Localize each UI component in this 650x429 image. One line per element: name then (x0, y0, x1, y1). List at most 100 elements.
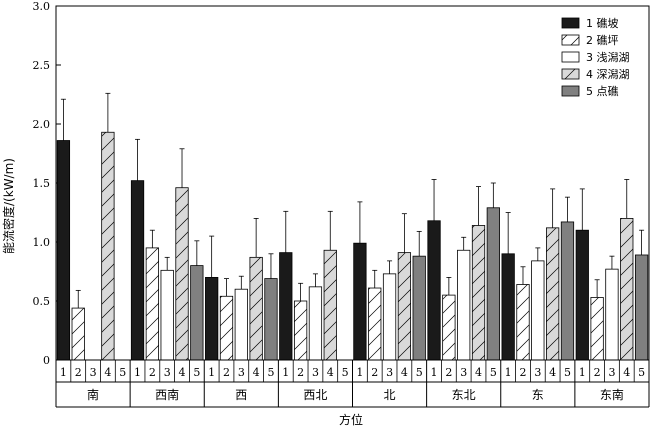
bar (249, 256, 263, 361)
bar (442, 294, 456, 361)
bar (590, 297, 604, 361)
x-sub-label: 2 (149, 366, 156, 379)
legend-label: 4 深潟湖 (586, 68, 630, 81)
x-sub-label: 3 (460, 366, 467, 379)
bar (205, 276, 219, 361)
bar (293, 300, 308, 361)
bar (427, 220, 441, 361)
x-sub-label: 3 (608, 366, 615, 379)
x-group-label: 西南 (155, 387, 179, 402)
x-sub-label: 5 (564, 366, 571, 379)
x-sub-label: 5 (416, 366, 423, 379)
x-sub-label: 3 (534, 366, 541, 379)
y-axis-title: 能流密度/(kW/m) (1, 158, 16, 254)
x-sub-label: 4 (623, 366, 630, 379)
x-axis-title: 方位 (339, 412, 363, 427)
x-sub-label: 3 (312, 366, 319, 379)
bar (516, 284, 530, 361)
legend-label: 5 点礁 (586, 84, 619, 98)
y-tick-label: 1.0 (33, 236, 51, 249)
x-group-label: 东南 (600, 387, 624, 402)
bar (175, 187, 189, 361)
x-sub-label: 2 (519, 366, 526, 379)
x-sub-label: 4 (253, 366, 260, 379)
error-bars (60, 92, 645, 309)
y-tick-label: 2.0 (33, 118, 51, 131)
bar (71, 307, 85, 361)
x-sub-label: 1 (282, 366, 289, 379)
bar (56, 140, 71, 361)
x-sub-label: 4 (179, 366, 186, 379)
x-sub-label: 5 (638, 366, 645, 379)
x-sub-label: 3 (90, 366, 97, 379)
x-sub-label: 2 (223, 366, 230, 379)
x-sub-label: 1 (208, 366, 215, 379)
plot-border (55, 5, 650, 361)
x-sub-label: 5 (342, 366, 349, 379)
bar (486, 207, 500, 361)
x-sub-label: 1 (579, 366, 586, 379)
x-group-label: 北 (384, 388, 396, 402)
x-sub-label: 2 (371, 366, 378, 379)
x-sub-label: 5 (193, 366, 200, 379)
legend-swatch (561, 68, 580, 80)
x-sub-label: 1 (505, 366, 512, 379)
legend-swatch (561, 51, 580, 63)
y-axis: 0 0.5 1.0 1.5 2.0 2.5 3.0 (33, 0, 61, 367)
legend-label: 1 礁坡 (586, 16, 619, 30)
bar (605, 268, 619, 361)
x-group-label: 南 (87, 387, 99, 402)
bar (382, 273, 397, 361)
bar (368, 287, 382, 361)
x-sub-label: 5 (119, 366, 126, 379)
legend-swatch (561, 85, 580, 97)
bars (56, 131, 649, 361)
bar (575, 229, 589, 361)
bar (219, 295, 234, 361)
x-group-label: 东北 (452, 388, 476, 402)
x-group-label: 西北 (303, 388, 327, 402)
legend: 1 礁坡 2 礁坪 3 浅潟湖 4 深潟湖 5 点礁 (561, 16, 630, 98)
x-sub-label: 3 (238, 366, 245, 379)
bar (353, 242, 367, 361)
bar (634, 254, 649, 361)
x-group-label: 东 (532, 388, 544, 402)
bar (264, 278, 278, 361)
x-sub-label: 2 (75, 366, 82, 379)
x-sub-label: 4 (475, 366, 482, 379)
x-sub-label: 2 (594, 366, 601, 379)
x-sub-label: 5 (267, 366, 274, 379)
bar (323, 249, 337, 361)
bar (308, 286, 323, 361)
legend-swatch (561, 34, 580, 46)
bar (560, 221, 575, 361)
x-sub-label: 5 (490, 366, 497, 379)
bar (279, 252, 293, 361)
y-tick-label: 1.5 (33, 177, 51, 190)
bar (130, 180, 145, 361)
bar (471, 225, 486, 361)
legend-label: 2 礁坪 (586, 33, 619, 47)
x-sub-label: 2 (445, 366, 452, 379)
y-tick-label: 2.5 (33, 59, 51, 72)
y-tick-label: 0 (43, 354, 50, 367)
bar (457, 249, 471, 361)
y-tick-label: 3.0 (33, 0, 51, 13)
bar (190, 265, 204, 361)
bar (160, 269, 174, 361)
bar (145, 247, 159, 361)
bar (101, 131, 115, 361)
plot-frame (55, 5, 650, 361)
x-sub-label: 4 (104, 366, 111, 379)
x-sub-label: 2 (297, 366, 304, 379)
y-tick-label: 0.5 (33, 295, 51, 308)
x-sub-label: 4 (327, 366, 334, 379)
x-sub-label: 1 (134, 366, 141, 379)
bar (531, 260, 545, 361)
bar (620, 217, 634, 361)
legend-label: 3 浅潟湖 (586, 51, 630, 64)
x-sub-label: 3 (386, 366, 393, 379)
bar (546, 227, 560, 361)
bar (234, 288, 248, 361)
